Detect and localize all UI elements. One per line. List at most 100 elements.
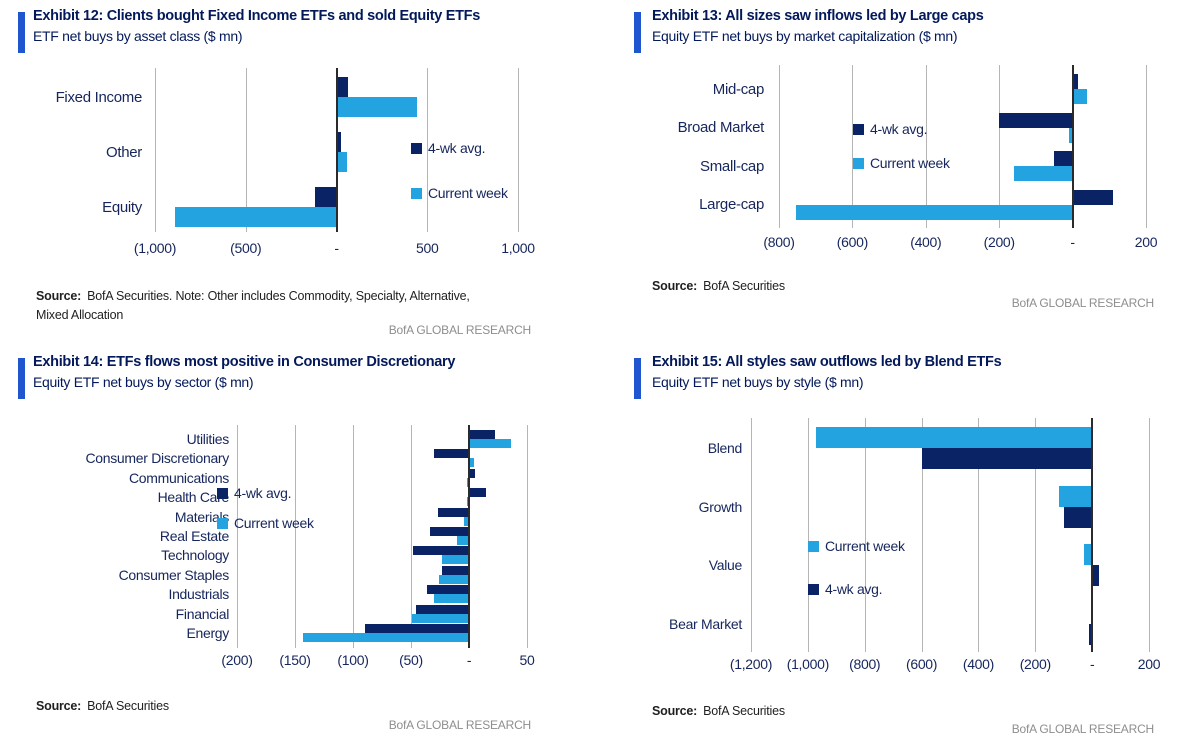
legend-label: Current week [234,515,314,531]
bar-4-wk-avg [1089,623,1093,645]
x-tick-label: (600) [836,234,868,250]
exhibit-13-chart: (800) (600) (400) (200) - 200 Mid-cap Broad Mar… [591,0,1182,346]
gridline [518,68,519,232]
legend-swatch-4-wk-avg [217,487,228,499]
bar-4-wk-avg [999,112,1073,128]
exhibit-title: Exhibit 15: All styles saw outflows led … [652,354,1002,370]
bar-current-week [174,207,337,227]
category-label: Mid-cap [712,80,765,98]
legend-item: Current week [411,185,508,201]
gridline [411,425,412,648]
category-label: Fixed Income [55,88,143,106]
x-tick-label: (200) [221,652,253,668]
exhibit-title: Exhibit 12: Clients bought Fixed Income … [33,8,480,24]
source-text: BofA Securities [703,704,785,718]
x-tick-label: 500 [416,240,439,256]
legend-label: 4-wk avg. [870,121,928,137]
exhibit-subtitle: Equity ETF net buys by style ($ mn) [652,374,864,390]
source-text: BofA Securities [87,699,169,713]
category-label: Consumer Staples [118,566,230,583]
category-label: Bear Market [669,615,742,632]
gridline [852,65,854,228]
x-tick-label: (400) [910,234,942,250]
bar-4-wk-avg [437,507,469,517]
research-footer: BofA GLOBAL RESEARCH [388,718,531,732]
bar-4-wk-avg [1063,506,1093,528]
zero-axis-line [1091,418,1094,652]
bar-current-week [434,594,469,604]
bar-current-week [1059,485,1093,507]
bar-current-week [1083,544,1093,565]
source-note: Source: BofA Securities [652,702,1132,721]
gridline [1146,65,1147,228]
accent-bar [18,12,25,53]
x-tick-label: 200 [1134,234,1158,250]
bar-current-week [469,458,474,468]
legend-item: 4-wk avg. [808,581,883,597]
exhibit-15-panel: Exhibit 15: All styles saw outflows led … [591,346,1182,746]
source-note: Source: BofA Securities [36,697,516,716]
bar-current-week [466,497,469,507]
x-tick-label: - [1089,656,1095,672]
x-tick-label: (50) [399,652,423,668]
bar-current-week [442,555,469,565]
bar-4-wk-avg [1054,151,1073,166]
legend-item: Current week [808,538,905,554]
zero-axis-line [1071,65,1074,228]
bar-current-week [336,97,418,117]
x-tick-label: (400) [962,656,995,672]
source-text: BofA Securities. Note: Other includes Co… [36,289,470,323]
legend-swatch-current-week [411,187,422,199]
exhibit-14-panel: Exhibit 14: ETFs flows most positive in … [0,346,591,746]
gridline [921,418,923,652]
x-tick-label: 1,000 [501,240,535,256]
legend-label: 4-wk avg. [428,140,486,156]
exhibit-12-panel: Exhibit 12: Clients bought Fixed Income … [0,0,591,346]
exhibit-14-chart: (200) (150) (100) (50) - 50 Utilities Consumer … [0,346,591,746]
bar-4-wk-avg [469,430,495,439]
zero-axis-line [335,68,338,232]
category-label: Energy [186,625,229,641]
accent-bar [18,358,25,399]
legend-swatch-4-wk-avg [411,142,422,154]
gridline [295,425,296,648]
gridline [925,65,927,228]
zero-axis-line [468,425,470,648]
bar-current-week [466,477,469,487]
exhibit-subtitle: ETF net buys by asset class ($ mn) [33,28,243,44]
exhibit-12-chart: (1,000) (500) - 500 1,000 Fixed Income Other Eq… [0,0,591,346]
gridline [864,418,866,652]
source-note: Source: BofA Securities [652,277,1132,296]
exhibit-title: Exhibit 13: All sizes saw inflows led by… [652,8,984,24]
category-label: Consumer Discretionary [85,450,229,467]
legend-swatch-current-week [853,157,864,169]
legend-label: Current week [870,155,950,171]
bar-4-wk-avg [1072,189,1113,205]
x-tick-label: (600) [905,656,938,672]
legend-swatch-4-wk-avg [853,123,864,135]
bar-4-wk-avg [413,546,469,556]
bar-4-wk-avg [1072,74,1079,89]
gridline [1149,418,1150,652]
category-label: Industrials [168,586,229,603]
legend-item: 4-wk avg. [853,121,928,137]
category-label: Broad Market [677,119,765,136]
legend-item: Current week [853,155,950,171]
category-label: Large-cap [699,196,764,213]
gridline [779,65,780,228]
category-label: Utilities [186,431,230,447]
accent-bar [634,12,641,53]
category-label: Other [105,143,142,161]
gridline [751,418,752,652]
bar-current-week [457,536,469,545]
gridline [427,68,429,232]
exhibit-subtitle: Equity ETF net buys by market capitaliza… [652,28,958,44]
x-tick-label: - [334,240,339,256]
gridline [245,68,247,232]
bar-4-wk-avg [1092,565,1100,586]
legend-item: Current week [217,515,314,531]
source-label: Source: [36,699,82,713]
bar-current-week [412,613,469,623]
legend-label: 4-wk avg. [234,485,292,501]
legend-swatch-current-week [217,517,228,529]
